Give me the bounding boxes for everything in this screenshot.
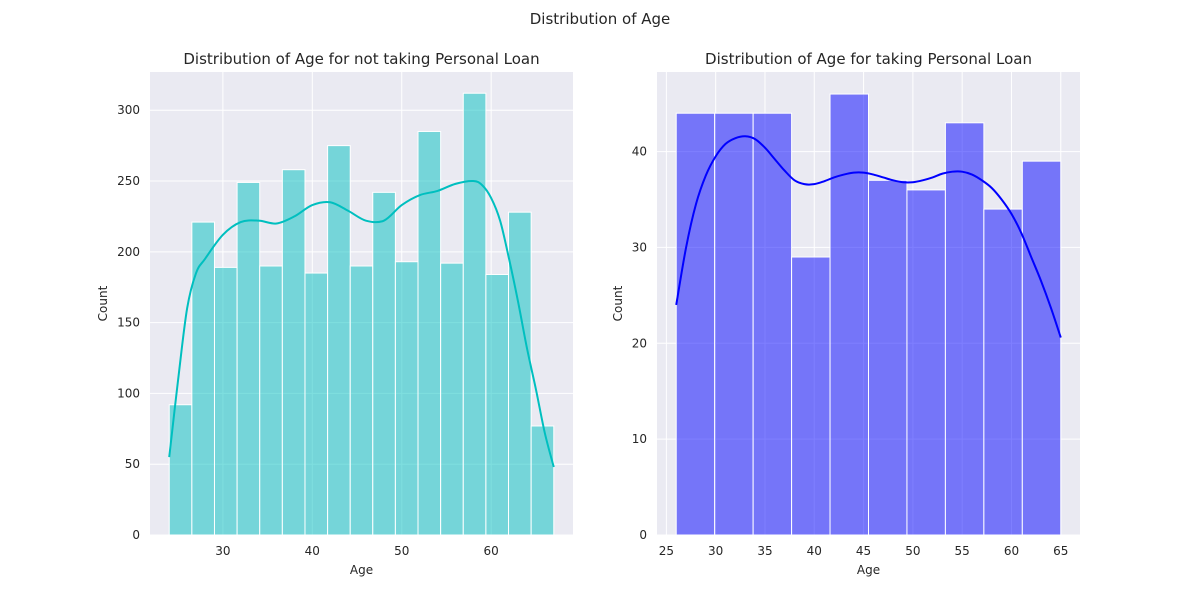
y-tick-label-250: 250: [117, 174, 140, 188]
y-ticks-taking-loan: 0 10 20 30 40: [632, 145, 647, 542]
y-tick-label-50: 50: [125, 457, 140, 471]
histogram-bar-not-taking-loan-10: [372, 191, 396, 536]
y-tick-label-100: 100: [117, 386, 140, 400]
y-tick-label-0: 0: [132, 528, 140, 542]
x-tick-label-45: 45: [856, 544, 871, 558]
x-ticks-taking-loan: 25 30 35 40 45 50 55 60 65: [659, 544, 1069, 558]
histogram-bar-not-taking-loan-16: [508, 211, 532, 536]
kde-curve-not-taking-loan: [168, 180, 555, 468]
histogram-bar-not-taking-loan-11: [394, 261, 419, 536]
histogram-bar-not-taking-loan-4: [236, 181, 261, 536]
histogram-bar-not-taking-loan-15: [485, 273, 510, 536]
chart-title-not-taking-loan: Distribution of Age for not taking Perso…: [183, 50, 539, 68]
x-tick-label-30: 30: [215, 544, 230, 558]
histogram-bar-not-taking-loan-6: [281, 169, 306, 536]
y-axis-label-taking-loan: Count: [611, 285, 625, 321]
y-tick-label-150: 150: [117, 316, 140, 330]
histogram-bar-not-taking-loan-17: [530, 425, 555, 536]
x-tick-label-40: 40: [807, 544, 822, 558]
y-tick-label-200: 200: [117, 245, 140, 259]
y-tick-label-40: 40: [632, 145, 647, 159]
x-tick-label-50: 50: [394, 544, 409, 558]
histogram-bar-not-taking-loan-14: [462, 92, 487, 536]
x-tick-label-25: 25: [659, 544, 674, 558]
x-axis-label-taking-loan: Age: [857, 563, 880, 577]
y-axis-label-not-taking-loan: Count: [96, 285, 110, 321]
chart-panel-not-taking-loan: 30 40 50 60 0 50 100 150 200 250 300 Distribution…: [96, 50, 573, 577]
histogram-bar-taking-loan-4: [791, 256, 831, 536]
chart-title-taking-loan: Distribution of Age for taking Personal …: [705, 50, 1032, 68]
histogram-bars-not-taking-loan: [168, 92, 555, 536]
x-axis-label-not-taking-loan: Age: [350, 563, 373, 577]
histogram-bar-not-taking-loan-5: [259, 265, 283, 536]
histogram-bar-taking-loan-8: [944, 122, 985, 536]
chart-panel-taking-loan: 25 30 35 40 45 50 55 60 65 0 10 20 30 40 Distributio…: [611, 50, 1080, 577]
figure-suptitle: Distribution of Age: [530, 10, 671, 28]
histogram-bar-taking-loan-5: [829, 93, 870, 536]
histogram-bar-taking-loan-9: [983, 208, 1023, 536]
histogram-bar-taking-loan-1: [675, 112, 716, 536]
histogram-bar-not-taking-loan-7: [304, 272, 329, 536]
histogram-bar-taking-loan-10: [1021, 160, 1062, 536]
kde-line-not-taking-loan: [168, 180, 555, 468]
x-tick-label-65: 65: [1053, 544, 1068, 558]
histogram-bar-not-taking-loan-2: [191, 221, 215, 536]
histogram-bar-taking-loan-6: [868, 179, 908, 536]
x-tick-label-40: 40: [305, 544, 320, 558]
histogram-bar-taking-loan-3: [752, 112, 793, 536]
histogram-bar-not-taking-loan-8: [327, 145, 351, 536]
kde-line-taking-loan: [675, 135, 1062, 338]
y-tick-label-10: 10: [632, 432, 647, 446]
histogram-bars-taking-loan: [675, 93, 1062, 536]
y-tick-label-0: 0: [639, 528, 647, 542]
histogram-bar-not-taking-loan-3: [213, 266, 238, 536]
x-tick-label-30: 30: [708, 544, 723, 558]
x-tick-label-50: 50: [905, 544, 920, 558]
x-ticks-not-taking-loan: 30 40 50 60: [215, 544, 499, 558]
y-tick-label-300: 300: [117, 103, 140, 117]
y-tick-label-20: 20: [632, 336, 647, 350]
y-ticks-not-taking-loan: 0 50 100 150 200 250 300: [117, 103, 140, 542]
histogram-bar-taking-loan-2: [714, 112, 754, 536]
x-tick-label-60: 60: [1004, 544, 1019, 558]
kde-curve-taking-loan: [675, 135, 1062, 338]
histogram-bar-not-taking-loan-9: [349, 265, 374, 536]
histogram-bar-not-taking-loan-13: [440, 262, 464, 536]
histogram-bar-taking-loan-7: [906, 189, 946, 536]
x-tick-label-60: 60: [484, 544, 499, 558]
y-tick-label-30: 30: [632, 240, 647, 254]
x-tick-label-55: 55: [955, 544, 970, 558]
x-tick-label-35: 35: [757, 544, 772, 558]
